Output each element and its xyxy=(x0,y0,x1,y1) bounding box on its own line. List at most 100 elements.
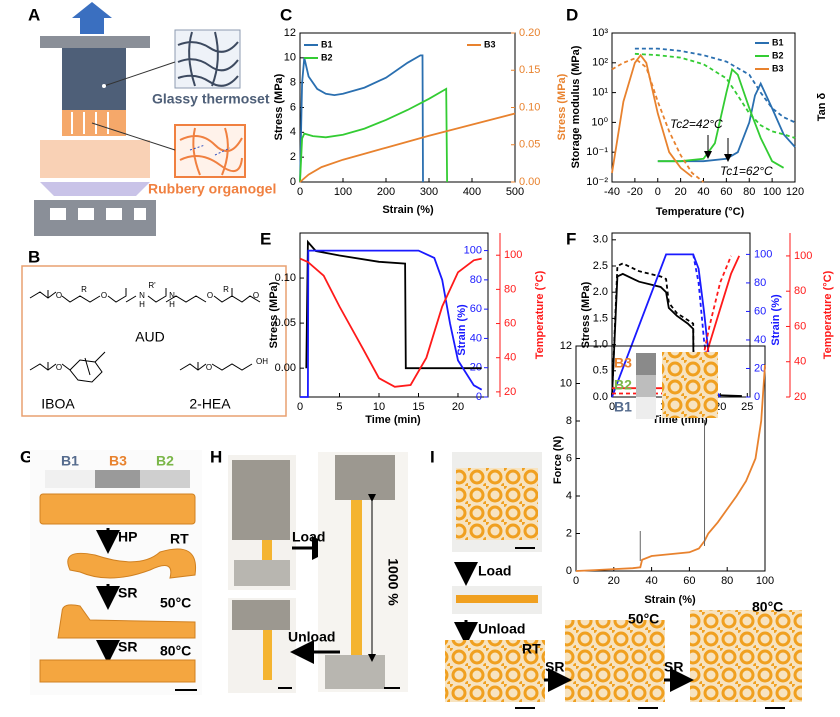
annotation: Tc2=42°C xyxy=(670,117,723,131)
y-tick-label: 60 xyxy=(504,317,516,329)
label: SR xyxy=(545,659,564,675)
legend-label: B1 xyxy=(772,37,784,47)
y-tick-label: 2 xyxy=(290,151,296,163)
atom-label: O xyxy=(101,291,107,300)
series-line xyxy=(657,67,785,169)
label: Unload xyxy=(288,629,335,645)
legend-label: B1 xyxy=(321,39,333,49)
panel-label: A xyxy=(28,5,40,24)
x-tick-label: 20 xyxy=(675,186,687,198)
y-tick-label: 12 xyxy=(284,27,296,39)
axis-label: Stress (MPa) xyxy=(556,73,568,140)
photo-i xyxy=(445,452,802,709)
x-tick-label: 120 xyxy=(786,186,804,198)
y-tick-label: 100 xyxy=(794,250,812,262)
panel-label: E xyxy=(260,229,271,248)
compound-name: IBOA xyxy=(41,396,75,412)
compound-name: 2-HEA xyxy=(189,396,231,412)
y-tick-label: 60 xyxy=(470,303,482,315)
y-tick-label: 0.0 xyxy=(593,391,608,403)
x-tick-label: 400 xyxy=(463,186,481,198)
y-tick-label: 0.00 xyxy=(519,176,540,188)
label: Load xyxy=(478,563,511,579)
y-tick-label: 10² xyxy=(592,57,608,69)
axis-label: Strain (%) xyxy=(644,594,696,606)
y-tick-label: 12 xyxy=(560,340,572,352)
legend-label: B2 xyxy=(321,52,333,62)
y-tick-label: 4 xyxy=(290,126,296,138)
segment-label: B3 xyxy=(109,453,127,469)
x-tick-label: 40 xyxy=(697,186,709,198)
x-tick-label: 40 xyxy=(645,575,657,587)
series-line xyxy=(611,262,695,398)
x-tick-label: 20 xyxy=(452,401,464,413)
atom-label: R xyxy=(223,285,229,294)
plot-frame xyxy=(299,232,489,398)
y-tick-label: 0 xyxy=(476,391,482,403)
label: 1000 % xyxy=(385,558,401,606)
y-tick-label: 80 xyxy=(504,283,516,295)
label: Glassy thermoset xyxy=(152,91,270,107)
series-line xyxy=(299,87,448,183)
x-tick-label: 100 xyxy=(334,186,352,198)
axis-label: Stress (MPa) xyxy=(268,281,280,348)
label: 50°C xyxy=(628,611,659,627)
x-tick-label: 5 xyxy=(336,401,342,413)
axis-label: Strain (%) xyxy=(770,294,782,346)
x-tick-label: -20 xyxy=(627,186,643,198)
chemical-structure xyxy=(29,288,261,383)
label: SR xyxy=(664,659,683,675)
y-tick-label: 20 xyxy=(794,391,806,403)
legend-label: B3 xyxy=(772,63,784,73)
panel-label: D xyxy=(566,5,578,24)
inset-label: B2 xyxy=(614,377,632,393)
legend-label: B3 xyxy=(484,39,496,49)
y-tick-label: 0.00 xyxy=(275,362,296,374)
label: 80°C xyxy=(160,643,191,659)
legend-label: B2 xyxy=(772,50,784,60)
y-tick-label: 6 xyxy=(566,452,572,464)
y-tick-label: 40 xyxy=(470,332,482,344)
photo-h xyxy=(228,452,408,693)
y-tick-label: 100 xyxy=(754,248,772,260)
y-tick-label: 100 xyxy=(464,244,482,256)
panel-label: H xyxy=(210,447,222,466)
y-tick-label: 10 xyxy=(284,52,296,64)
series-line xyxy=(299,54,424,183)
series-line xyxy=(634,47,796,124)
axis-label: Time (min) xyxy=(365,414,421,426)
y-tick-label: 1.5 xyxy=(593,312,608,324)
series-line xyxy=(575,364,766,572)
panel-label: C xyxy=(280,5,292,24)
inset-label: B3 xyxy=(614,355,632,371)
x-tick-label: 60 xyxy=(720,186,732,198)
y-tick-label: 40 xyxy=(794,356,806,368)
atom-label: N xyxy=(139,291,145,300)
x-tick-label: 20 xyxy=(608,575,620,587)
x-tick-label: 15 xyxy=(412,401,424,413)
atom-label: OH xyxy=(256,357,268,366)
x-tick-label: 80 xyxy=(721,575,733,587)
y-tick-label: 3.0 xyxy=(593,234,608,246)
label: 80°C xyxy=(752,599,783,615)
printer-schematic xyxy=(34,2,246,236)
y-tick-label: 40 xyxy=(754,334,766,346)
y-tick-label: 1.0 xyxy=(593,339,608,351)
y-tick-label: 0.10 xyxy=(275,272,296,284)
label: RT xyxy=(170,531,189,547)
y-tick-label: 10⁰ xyxy=(591,116,608,128)
axis-label: Strain (%) xyxy=(382,204,434,216)
inset-lattice xyxy=(662,352,718,418)
y-tick-label: 100 xyxy=(504,249,522,261)
y-tick-label: 2 xyxy=(566,527,572,539)
series-line xyxy=(300,249,483,398)
panel-label: B xyxy=(28,247,40,266)
label: Load xyxy=(292,529,325,545)
photo-g xyxy=(30,450,202,695)
series-line xyxy=(634,52,796,139)
y-tick-label: 6 xyxy=(290,101,296,113)
label: Rubbery organogel xyxy=(148,181,276,197)
segment-label: B2 xyxy=(156,453,174,469)
inset-swatch xyxy=(636,375,656,397)
